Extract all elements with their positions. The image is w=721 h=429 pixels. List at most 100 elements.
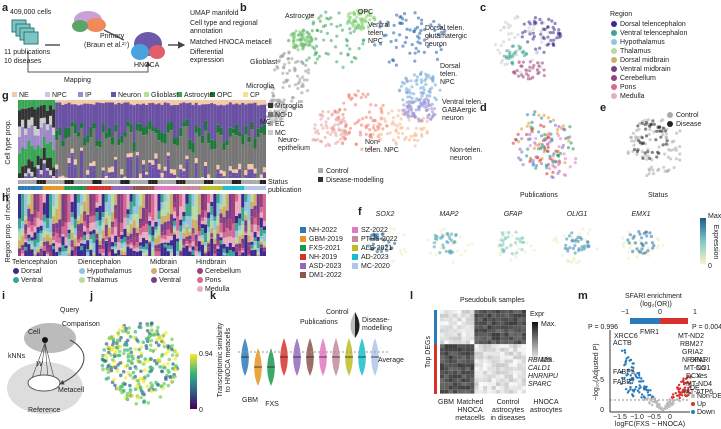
status-cell [123, 180, 127, 184]
volcano-point [675, 394, 679, 397]
bar-segment [21, 221, 25, 229]
umap-point [405, 27, 409, 31]
bar-segment [111, 224, 115, 228]
publication-cell [70, 186, 74, 190]
label: 11 publications [4, 49, 51, 56]
umap-point [527, 20, 531, 24]
bar-segment [157, 103, 161, 130]
umap-point [412, 29, 416, 34]
publication-cell [219, 186, 223, 190]
bar-segment [179, 249, 183, 252]
umap-point [575, 261, 579, 265]
bar-segment [213, 229, 217, 239]
label: FABP7 [613, 379, 635, 386]
umap-point [420, 128, 424, 132]
bar-segment [253, 249, 257, 256]
bar-segment [182, 221, 186, 229]
bar-segment [42, 104, 46, 118]
bar-segment [148, 220, 152, 226]
bar-segment [222, 171, 226, 177]
generated [12, 8, 695, 414]
heatmap-cell [517, 321, 522, 326]
bar-segment [142, 164, 146, 170]
status-cell [235, 180, 239, 184]
bar-segment [49, 252, 53, 256]
umap-point [578, 236, 582, 240]
umap-point [527, 26, 531, 30]
bar-segment [154, 194, 158, 222]
legend-swatch [79, 268, 85, 274]
label: kNNs [8, 353, 26, 360]
bar-segment [117, 100, 121, 103]
legend-swatch [197, 268, 203, 274]
bar-segment [24, 165, 28, 174]
umap-point [325, 130, 330, 135]
status-cell [219, 180, 223, 184]
bar-segment [219, 173, 223, 177]
umap-point [527, 121, 531, 125]
heatmap-cell [504, 310, 509, 314]
bar-segment [262, 135, 266, 168]
bar-segment [104, 224, 108, 229]
volcano-point [640, 396, 643, 399]
umap-point [517, 156, 521, 160]
label: SOX2 [376, 211, 395, 218]
umap-point [661, 143, 665, 147]
bar-segment [200, 228, 204, 235]
umap-point [430, 110, 435, 114]
heatmap-cell [452, 336, 458, 341]
bar-segment [222, 238, 226, 244]
publication-cell [160, 186, 164, 190]
bar-segment [160, 100, 164, 105]
umap-point [118, 361, 123, 365]
umap-point [417, 36, 421, 40]
bar-segment [259, 133, 263, 175]
bar-segment [107, 172, 111, 177]
label: CALD1 [528, 365, 551, 372]
bar-segment [166, 194, 170, 213]
bar-segment [138, 234, 142, 243]
umap-point [368, 18, 372, 22]
umap-point [493, 43, 498, 47]
umap-point [416, 49, 421, 54]
heatmap-cell [448, 340, 453, 345]
umap-point [141, 376, 145, 381]
bar-segment [64, 127, 68, 139]
umap-point [560, 146, 564, 150]
umap-point [499, 243, 503, 248]
umap-point [426, 45, 430, 49]
bar-segment [163, 242, 167, 245]
bar-segment [241, 102, 245, 135]
bar-segment [39, 174, 43, 178]
bar-segment [24, 242, 28, 248]
bar-segment [39, 170, 43, 175]
umap-point [352, 11, 356, 15]
heatmap-cell [440, 321, 445, 326]
heatmap-cell [513, 317, 518, 322]
cell-type-label: OPC [358, 9, 373, 16]
umap-point [283, 109, 288, 113]
umap-point [430, 86, 434, 90]
label: Cerebellum [205, 268, 241, 275]
umap-point [416, 40, 420, 44]
bar-segment [154, 128, 158, 134]
legend-swatch [300, 254, 306, 260]
heatmap-cell [491, 325, 496, 329]
status-cell [250, 180, 254, 184]
heatmap-cell [440, 336, 445, 341]
umap-point [542, 68, 546, 72]
umap-point [406, 115, 410, 119]
heatmap-cell [483, 382, 488, 386]
bar-segment [114, 218, 118, 228]
bar-segment [101, 124, 105, 133]
bar-segment [194, 100, 198, 103]
bar-segment [30, 161, 34, 172]
bar-segment [107, 247, 111, 253]
bar-segment [70, 153, 74, 156]
bar-segment [213, 100, 217, 105]
umap-point [134, 366, 139, 371]
panel-label: g [2, 90, 9, 102]
bar-segment [33, 149, 37, 168]
bar-segment [179, 172, 183, 178]
bar-segment [204, 168, 208, 178]
